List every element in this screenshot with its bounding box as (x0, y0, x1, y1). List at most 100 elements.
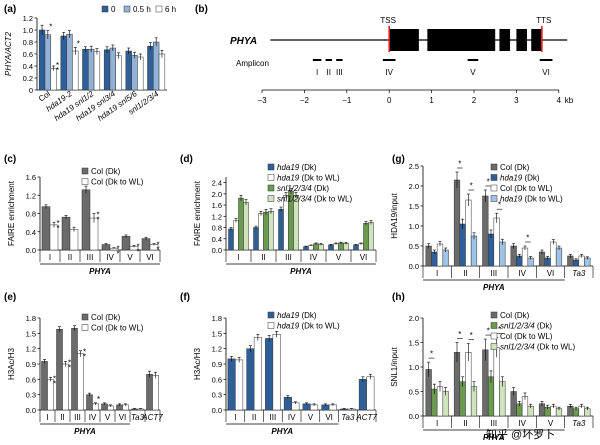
chart-panel-d: (d) 0.0 0.4 0.8 1.2 1.6 2.0 2.4 FAIRE enrichment… (180, 154, 377, 276)
y-tick-label: 0.5 (409, 242, 419, 251)
amplicon-name: III (336, 68, 343, 77)
x-tick-label: II (463, 269, 467, 278)
bar (121, 236, 131, 251)
bar (493, 347, 500, 417)
x-tick-label: III (74, 413, 81, 422)
legend-label: Col (Dk to WL) (500, 184, 553, 193)
significance-star: * (68, 363, 71, 372)
bar (265, 338, 274, 411)
x-tick-label: ACT7 (141, 413, 163, 422)
significance-star: * (97, 395, 100, 404)
x-tick-label: III (270, 413, 277, 422)
legend-item: Col (Dk to WL) (81, 324, 144, 333)
bar (291, 402, 300, 411)
bar (243, 202, 249, 251)
legend-swatch (490, 195, 498, 202)
bar (366, 376, 375, 411)
y-tick-label: 1.2 (23, 14, 33, 23)
legend-item: snl1/2/3/4 (Dk to WL) (490, 343, 575, 352)
bar (343, 243, 349, 251)
bar (81, 189, 91, 251)
y-tick-label: 1.5 (409, 202, 419, 211)
legend-swatch (490, 174, 498, 181)
legend-swatch (81, 313, 89, 321)
legend-label: Col (Dk to WL) (91, 178, 144, 187)
y-tick-label: 0.0 (212, 406, 222, 415)
exon-block (499, 29, 511, 51)
significance-star: * (116, 245, 119, 254)
x-tick-label: III (87, 253, 94, 262)
significance-star: * (83, 353, 86, 362)
y-tick-label: 1.0 (409, 222, 419, 231)
bar (115, 55, 122, 91)
y-tick-label: 0.9 (212, 360, 222, 369)
significance-star: * (53, 374, 56, 383)
significance-star: * (56, 66, 59, 75)
x-tick-label: V (548, 419, 554, 428)
legend-swatch (490, 311, 498, 319)
bar (88, 48, 95, 91)
legend-item: hda19 (Dk) (267, 163, 317, 172)
significance-star: * (430, 350, 433, 359)
bar (103, 49, 111, 91)
legend-label: Col (Dk) (500, 311, 530, 320)
y-axis-label: SNL1/input (390, 346, 399, 386)
y-tick-label: 1.0 (409, 363, 419, 372)
bar (436, 243, 444, 267)
bar (125, 50, 132, 91)
bar (258, 213, 264, 251)
tss-label: TSS (380, 16, 396, 25)
significance-star: * (458, 330, 461, 339)
kb-tick-label: 1 (429, 96, 434, 105)
significance-star: * (470, 331, 473, 340)
bar (253, 337, 262, 411)
bar (283, 396, 292, 411)
x-axis-label: PHYA (89, 267, 111, 276)
x-axis-label: PHYA (483, 433, 505, 442)
y-tick-label: 2.4 (212, 179, 222, 188)
bar (147, 45, 154, 91)
panel-label: (g) (392, 154, 405, 165)
bar (137, 56, 144, 91)
bar (538, 251, 546, 267)
legend-item: Col (Dk) (490, 163, 530, 172)
panel-label: (b) (195, 4, 208, 15)
legend-label: Col (Dk to WL) (500, 332, 553, 341)
x-tick-label: IV (288, 413, 296, 422)
x-tick-label: V (127, 253, 133, 262)
bar (153, 41, 160, 91)
x-tick-label: VI (325, 413, 333, 422)
x-tick-label: I (46, 413, 48, 422)
y-tick-label: 0.8 (23, 38, 33, 47)
bar (313, 243, 319, 251)
legend-label: Col (Dk) (91, 313, 121, 322)
bar (263, 211, 269, 251)
x-tick-label: VI (547, 269, 555, 278)
bar (465, 352, 472, 417)
bar (60, 35, 67, 91)
bar (268, 211, 274, 251)
panel-label: (a) (4, 4, 16, 15)
significance-star: * (77, 39, 80, 48)
y-tick-label: 0.0 (409, 262, 419, 271)
y-axis-label: FAIRE enrichment (7, 180, 16, 246)
legend-item: hda19 (Dk to WL) (267, 322, 340, 331)
panel-label: (d) (180, 154, 193, 165)
x-axis-label: PHYA (290, 267, 312, 276)
legend-label: 0 (111, 5, 116, 14)
bar (238, 197, 244, 251)
gene-name: PHYA (230, 36, 257, 47)
bar (368, 222, 374, 251)
bar (358, 379, 367, 411)
legend-item: snl1/2/3/4 (Dk) (267, 184, 329, 193)
exon-block (531, 29, 542, 51)
legend-label: Col (Dk) (91, 167, 121, 176)
legend-item: hda19 (Dk) (490, 174, 540, 183)
y-tick-label: 0.4 (212, 235, 222, 244)
bar (82, 48, 89, 91)
